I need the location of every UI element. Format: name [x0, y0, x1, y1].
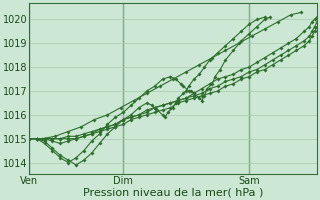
X-axis label: Pression niveau de la mer( hPa ): Pression niveau de la mer( hPa ) — [83, 187, 263, 197]
